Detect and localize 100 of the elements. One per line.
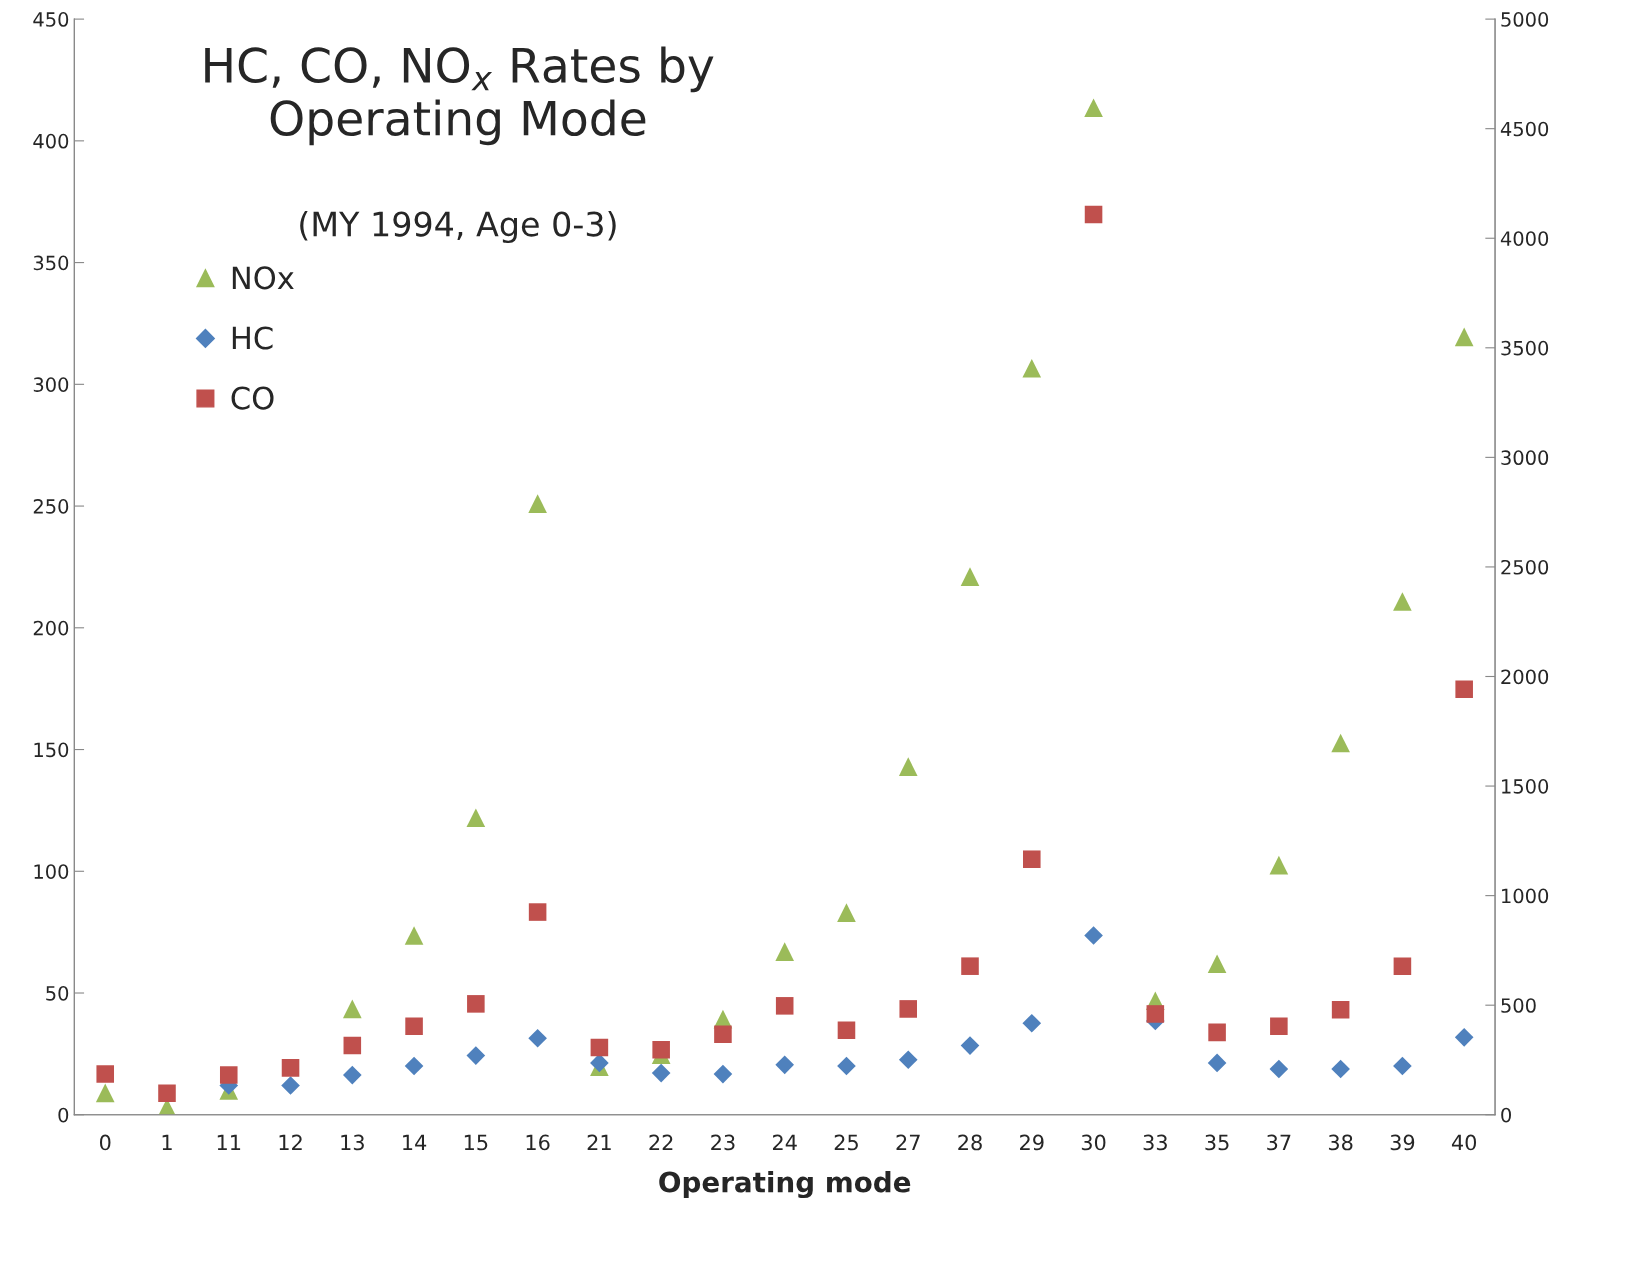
y2-tick-label: 4500 (1500, 121, 1549, 137)
point (158, 1084, 176, 1103)
point (1331, 1001, 1350, 1019)
x-tick-label: 0 (99, 1134, 111, 1151)
point (404, 1056, 424, 1076)
y-tick-label: 350 (33, 255, 69, 271)
point (466, 808, 486, 828)
y-tick-label: 400 (33, 133, 69, 149)
x-tick-label: 16 (526, 1134, 550, 1151)
x-tick-label: 27 (896, 1134, 920, 1151)
x-tick-label: 39 (1390, 1134, 1415, 1151)
y-tick-label: 0 (58, 1107, 69, 1123)
x-tick-label: 25 (834, 1134, 858, 1151)
point (1269, 855, 1289, 875)
point (960, 567, 980, 586)
y2-tick-label: 5000 (1501, 12, 1549, 27)
point (713, 1064, 733, 1084)
point (714, 1025, 732, 1044)
point (404, 926, 424, 945)
x-tick-label: 15 (464, 1134, 488, 1151)
point (837, 1021, 856, 1039)
y-tick-label: 50 (46, 985, 69, 1001)
point (219, 1066, 238, 1084)
point (837, 903, 856, 922)
point (528, 903, 547, 921)
y2-tick-label: 2000 (1501, 669, 1549, 685)
y-tick-label: 300 (33, 377, 69, 392)
legend-label: NOx (232, 266, 294, 290)
point (651, 1063, 671, 1083)
point (1331, 1059, 1350, 1079)
point (1084, 926, 1103, 945)
point (343, 1036, 362, 1055)
x-tick-label: 21 (587, 1134, 611, 1151)
y2-tick-label: 2500 (1501, 559, 1549, 575)
point (1022, 358, 1042, 378)
point (342, 1065, 362, 1085)
x-tick-label: 38 (1328, 1134, 1353, 1151)
point (899, 1000, 918, 1018)
y2-tick-label: 0 (1501, 1107, 1511, 1123)
y-tick-label: 100 (34, 864, 69, 879)
point (590, 1038, 609, 1057)
point (528, 494, 547, 513)
point (837, 1056, 856, 1076)
x-tick-label: 30 (1081, 1134, 1106, 1151)
x-tick-label: 40 (1451, 1134, 1477, 1151)
point (95, 1083, 115, 1103)
y-tick-label: 150 (34, 742, 69, 758)
point (528, 1028, 547, 1048)
point (775, 1055, 795, 1075)
point (281, 1076, 300, 1095)
point (961, 957, 979, 975)
x-tick-label: 12 (279, 1134, 302, 1151)
point (1454, 327, 1474, 347)
y2-tick-label: 3000 (1501, 450, 1549, 466)
x-tick-label: 28 (958, 1134, 982, 1151)
point (1393, 592, 1412, 611)
point (1207, 1053, 1227, 1073)
point (1393, 957, 1412, 975)
y-tick-label: 450 (33, 12, 69, 27)
x-tick-label: 29 (1020, 1134, 1044, 1151)
point (281, 1059, 300, 1077)
x-tick-label: 33 (1143, 1134, 1167, 1151)
y2-tick-label: 1500 (1502, 779, 1549, 794)
point (1084, 98, 1103, 118)
point (652, 1040, 670, 1059)
point (1270, 1017, 1288, 1036)
point (466, 1046, 486, 1065)
point (590, 1053, 609, 1073)
legend-label: CO (231, 386, 274, 410)
point (898, 1050, 918, 1070)
x-tick-label: 14 (403, 1134, 427, 1151)
point (1207, 954, 1227, 974)
point (1023, 850, 1041, 869)
x-axis-title: Operating mode (659, 1171, 911, 1199)
text: HC, CO, NO$_{x}$ Rates by Operating Mode (205, 46, 714, 146)
x-tick-label: 23 (711, 1134, 735, 1151)
point (1084, 205, 1103, 224)
point (1269, 1059, 1289, 1079)
x-tick-label: 11 (217, 1134, 241, 1151)
point (1393, 1056, 1412, 1076)
y-tick-label: 200 (33, 620, 69, 636)
legend-label: HC (232, 326, 273, 350)
point (1208, 1023, 1226, 1042)
x-tick-label: 37 (1267, 1134, 1291, 1151)
point (1331, 733, 1350, 753)
x-tick-label: 1 (162, 1134, 172, 1151)
point (1022, 1013, 1042, 1033)
point (1454, 1028, 1474, 1047)
x-tick-label: 35 (1205, 1134, 1229, 1151)
point (775, 942, 795, 961)
y2-tick-label: 1000 (1502, 888, 1549, 904)
x-tick-label: 24 (772, 1134, 797, 1151)
point (775, 997, 794, 1015)
point (898, 757, 918, 776)
y-tick-label: 250 (33, 499, 69, 514)
x-tick-label: 22 (649, 1134, 673, 1151)
x-tick-label: 13 (341, 1134, 364, 1151)
point (342, 999, 362, 1019)
point (405, 1017, 423, 1036)
y2-tick-label: 4000 (1500, 231, 1549, 246)
